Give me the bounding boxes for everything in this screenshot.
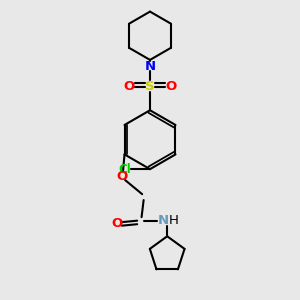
Text: O: O bbox=[116, 170, 127, 183]
Text: N: N bbox=[144, 60, 156, 73]
Text: Cl: Cl bbox=[118, 163, 131, 176]
Text: H: H bbox=[169, 214, 179, 227]
Text: O: O bbox=[165, 80, 176, 93]
Text: O: O bbox=[124, 80, 135, 93]
Text: N: N bbox=[158, 214, 169, 227]
Text: S: S bbox=[145, 80, 155, 93]
Text: O: O bbox=[111, 217, 122, 230]
